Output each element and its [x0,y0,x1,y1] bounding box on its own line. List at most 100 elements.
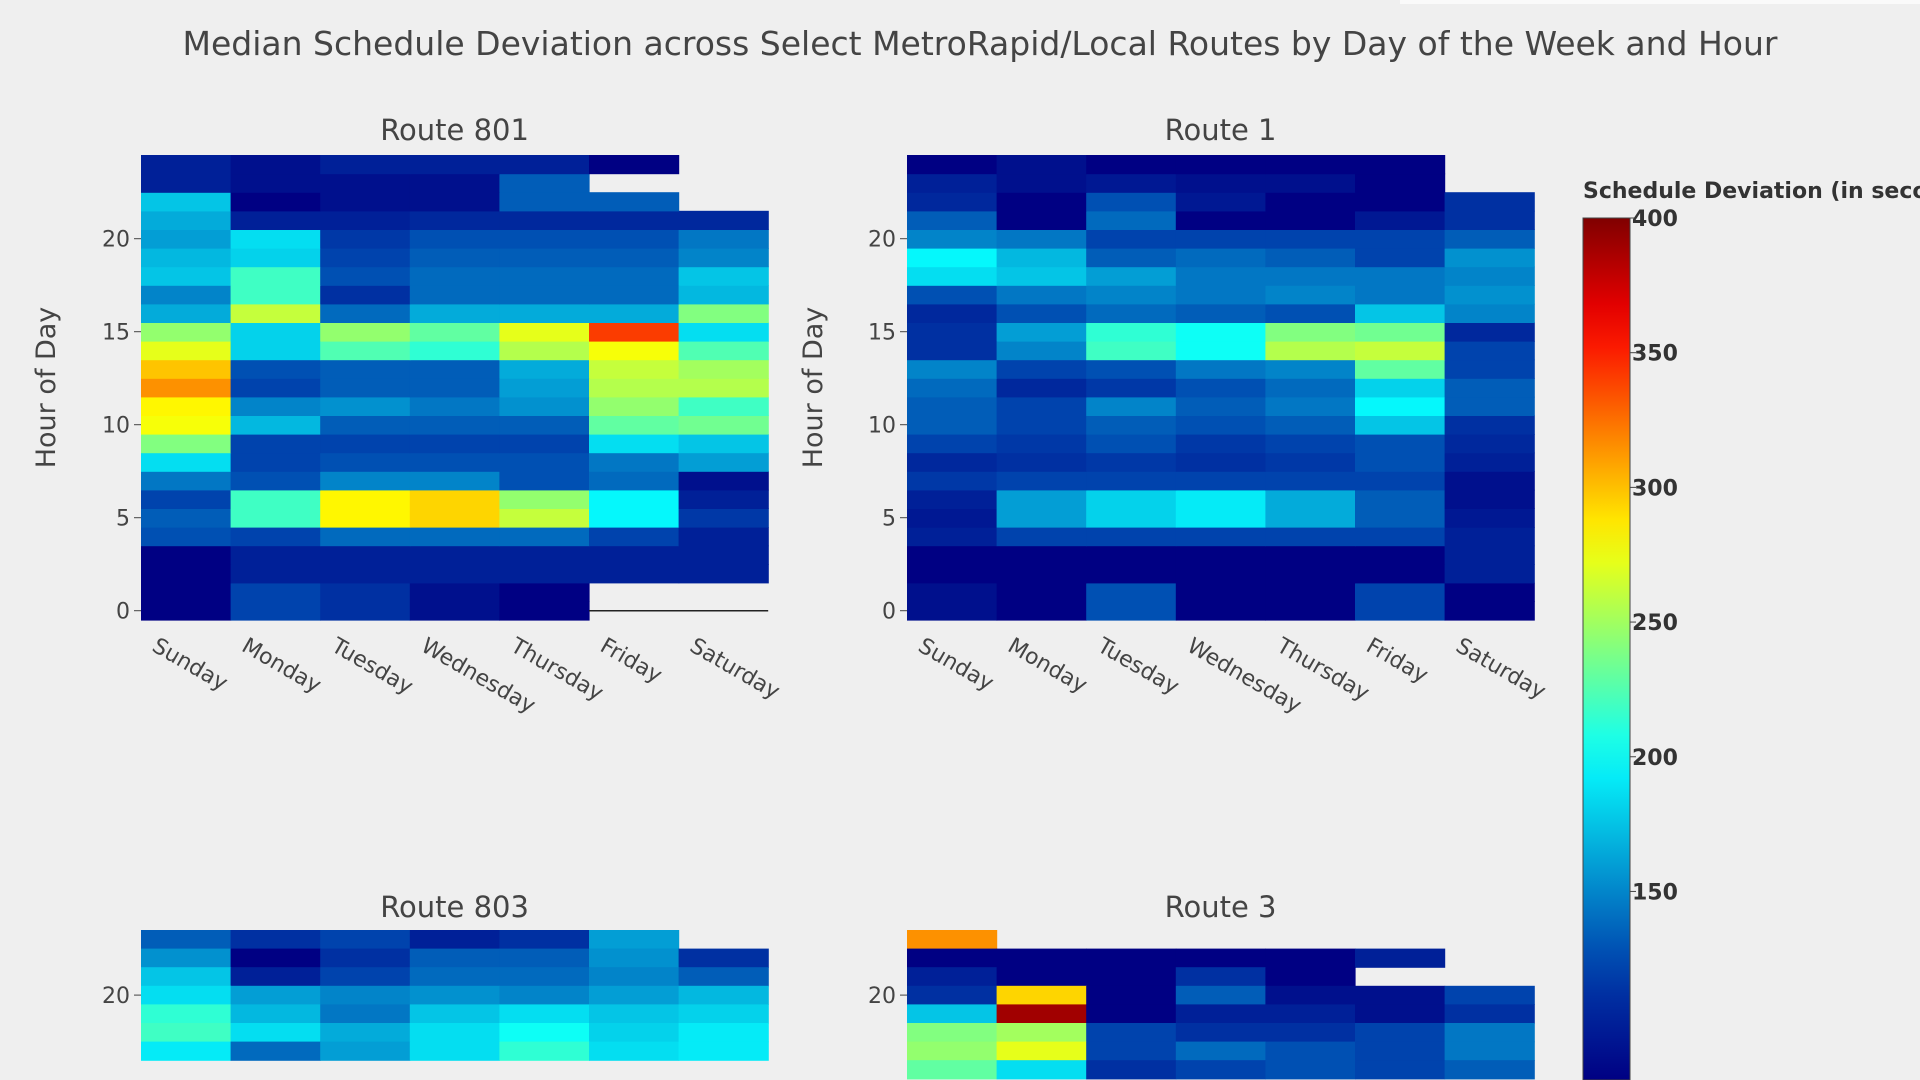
heatmap-cell [1175,378,1266,398]
heatmap-cell [409,396,500,416]
heatmap-cell [409,545,500,565]
heatmap-cell [320,930,411,950]
heatmap-cell [1444,396,1535,416]
heatmap-cell [1355,471,1446,491]
heatmap-cell [907,489,998,509]
subplot-title: Route 3 [1165,890,1277,924]
heatmap-cell [996,415,1087,435]
heatmap-cell [409,248,500,268]
heatmap-cell [1355,155,1446,175]
y-tick-label: 10 [102,414,130,439]
heatmap-cell [141,489,232,509]
heatmap-cell [320,173,411,193]
heatmap-cell [230,527,321,547]
heatmap-cell [1355,285,1446,305]
heatmap-cell [907,967,998,987]
heatmap-cell [1265,508,1356,528]
heatmap-cell [1086,155,1177,175]
heatmap-cell [1444,341,1535,361]
x-tick-label: Saturday [685,634,783,705]
heatmap-cell [320,229,411,249]
heatmap-cell [320,545,411,565]
heatmap-cell [907,985,998,1005]
heatmap-cell [1175,1041,1266,1061]
heatmap-cell [907,1023,998,1043]
heatmap-cell [589,210,680,230]
heatmap-cell [499,285,590,305]
y-tick-label: 20 [102,984,130,1009]
heatmap-cell [141,564,232,584]
heatmap-cell [230,601,321,621]
heatmap-cell [320,471,411,491]
heatmap-cell [1444,434,1535,454]
heatmap-cell [320,210,411,230]
heatmap-cell [141,303,232,323]
heatmap-cell [1175,508,1266,528]
heatmap-cell [996,248,1087,268]
subplot-route-1: Route 1 0 5 10 15 20 Hour of Day Sunday Monday Tu… [798,113,1550,719]
heatmap-cell [141,967,232,987]
heatmap-cell [1265,396,1356,416]
heatmap-cell [1444,564,1535,584]
heatmap-cell [907,452,998,472]
heatmap-cell [1355,1060,1446,1080]
heatmap-cell [1086,967,1177,987]
heatmap-cell [1355,396,1446,416]
heatmap-cell [996,210,1087,230]
heatmap-cell [1355,508,1446,528]
heatmap-cell [589,1041,680,1061]
heatmap-cell [409,378,500,398]
heatmap-cell [320,967,411,987]
heatmap-cell [499,930,590,950]
heatmap-cell [141,1041,232,1061]
heatmap-cell [1086,415,1177,435]
heatmap-cell [320,192,411,212]
heatmap-cell [996,948,1087,968]
heatmap-cell [907,1060,998,1080]
y-tick-label: 15 [868,321,896,346]
heatmap-cell [1444,378,1535,398]
top-right-edge [1400,0,1920,4]
heatmap-cell [907,229,998,249]
heatmap-cell [1175,285,1266,305]
heatmap-cell [320,303,411,323]
heatmap-cell [996,1023,1087,1043]
heatmap-cell [1175,415,1266,435]
heatmap-cell [1265,527,1356,547]
heatmap-cell [230,985,321,1005]
heatmap-cell [589,359,680,379]
heatmap-cell [409,967,500,987]
heatmap-cell [1265,155,1356,175]
heatmap-cell [1265,378,1356,398]
heatmap-cell [907,303,998,323]
heatmap-cell [230,508,321,528]
heatmap-cell [996,322,1087,342]
heatmap-cell [589,948,680,968]
heatmap-cell [589,967,680,987]
heatmap-cell [1265,229,1356,249]
y-tick-label: 5 [116,507,130,532]
heatmap-cell [409,508,500,528]
heatmap-cell [907,192,998,212]
heatmap-cell [1355,192,1446,212]
heatmap-cell [1265,192,1356,212]
heatmap-cell [1175,1004,1266,1024]
heatmap-cell [409,527,500,547]
heatmap-cell [996,173,1087,193]
heatmap-cell [589,341,680,361]
heatmap-cell [1444,192,1535,212]
heatmap-cell [230,285,321,305]
heatmap-cell [1355,341,1446,361]
heatmap-cell [678,527,769,547]
heatmap-cell [409,229,500,249]
heatmap-cell [1355,266,1446,286]
heatmap-cell [1265,471,1356,491]
heatmap-cell [230,192,321,212]
subplot-route-803: Route 803 20 [102,890,769,1061]
heatmap-cell [1444,415,1535,435]
heatmap-cell [499,341,590,361]
heatmap-cell [678,545,769,565]
heatmap-cell [1175,601,1266,621]
heatmap-cell [1355,1041,1446,1061]
